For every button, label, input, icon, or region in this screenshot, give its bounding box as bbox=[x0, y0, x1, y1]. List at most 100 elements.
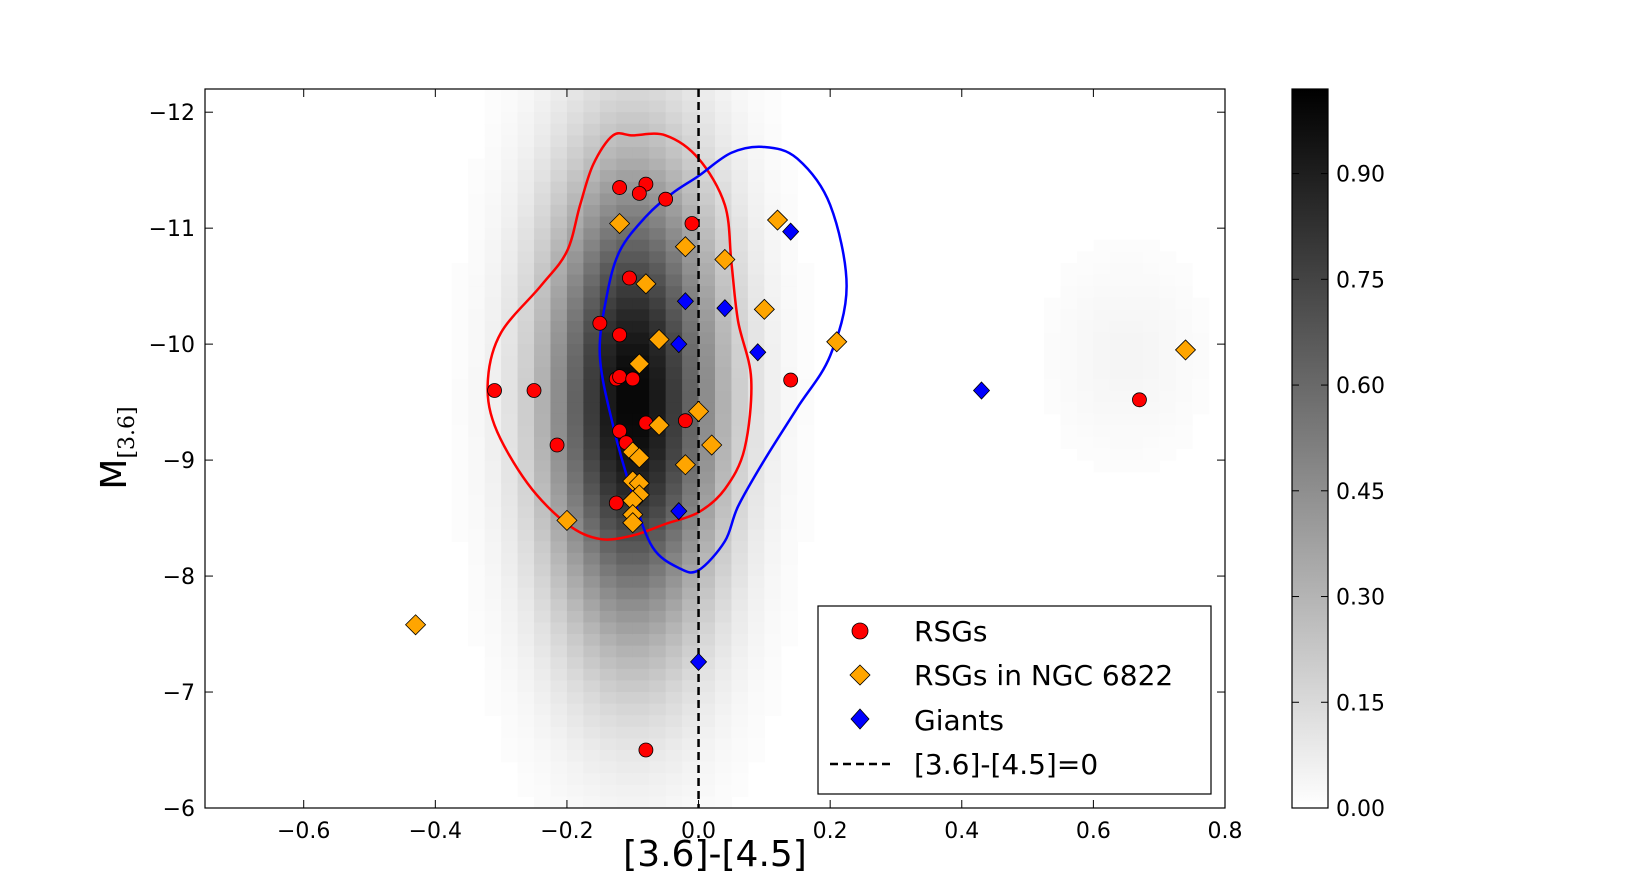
density-cell bbox=[731, 692, 749, 705]
density-cell bbox=[534, 529, 552, 542]
density-cell bbox=[665, 135, 683, 148]
density-cell bbox=[616, 135, 634, 148]
density-cell bbox=[550, 761, 568, 774]
density-cell bbox=[616, 610, 634, 624]
density-cell bbox=[616, 587, 634, 600]
density-cell bbox=[632, 146, 650, 160]
density-cell bbox=[616, 715, 634, 728]
density-cell bbox=[780, 286, 798, 299]
density-cell bbox=[484, 680, 502, 693]
density-cell bbox=[501, 599, 519, 612]
density-cell bbox=[780, 297, 798, 310]
density-cell bbox=[550, 657, 568, 670]
density-cell bbox=[698, 193, 716, 206]
density-cell bbox=[780, 460, 798, 473]
rsg-ngc6822-point bbox=[674, 454, 696, 476]
legend: RSGs RSGs in NGC 6822 Giants [3.6]-[4.5]… bbox=[817, 605, 1212, 795]
density-heatmap bbox=[451, 89, 1210, 820]
density-cell bbox=[797, 529, 815, 542]
density-cell bbox=[731, 518, 749, 531]
density-cell bbox=[665, 761, 683, 774]
density-cell bbox=[632, 726, 650, 740]
density-cell bbox=[632, 668, 650, 682]
density-cell bbox=[1142, 262, 1160, 276]
density-cell bbox=[632, 402, 650, 415]
density-cell bbox=[1076, 286, 1094, 299]
density-cell bbox=[731, 564, 749, 577]
density-cell bbox=[649, 808, 666, 820]
density-cell bbox=[682, 332, 700, 345]
density-cell bbox=[550, 367, 568, 380]
density-cell bbox=[550, 181, 568, 194]
density-cell bbox=[468, 576, 486, 589]
density-cell bbox=[731, 262, 749, 276]
density-cell bbox=[1159, 320, 1177, 334]
density-cell bbox=[715, 518, 733, 531]
density-cell bbox=[566, 483, 584, 496]
density-cell bbox=[731, 715, 749, 728]
density-cell bbox=[566, 402, 584, 415]
density-cell bbox=[747, 564, 765, 577]
density-cell bbox=[698, 112, 716, 125]
rsg-point bbox=[631, 185, 647, 201]
density-cell bbox=[715, 680, 733, 693]
density-cell bbox=[566, 112, 584, 125]
density-cell bbox=[534, 436, 552, 450]
density-cell bbox=[599, 750, 617, 763]
density-cell bbox=[764, 634, 782, 647]
density-cell bbox=[1076, 436, 1094, 450]
density-cell bbox=[566, 599, 584, 612]
density-cell bbox=[1109, 297, 1127, 310]
density-cell bbox=[764, 251, 782, 264]
density-cell bbox=[599, 657, 617, 670]
density-cell bbox=[764, 123, 782, 136]
density-cell bbox=[698, 796, 716, 808]
density-cell bbox=[1175, 286, 1193, 299]
density-cell bbox=[1109, 251, 1127, 264]
density-cell bbox=[665, 471, 683, 484]
density-cell bbox=[517, 413, 535, 426]
density-cell bbox=[599, 344, 617, 357]
density-cell bbox=[649, 657, 667, 670]
density-cell bbox=[764, 610, 782, 624]
density-cell bbox=[484, 587, 502, 600]
density-cell bbox=[682, 645, 700, 658]
density-cell bbox=[468, 170, 486, 183]
density-cell bbox=[501, 332, 519, 345]
density-cell bbox=[682, 158, 700, 171]
density-cell bbox=[534, 216, 552, 229]
density-cell bbox=[583, 448, 601, 461]
density-cell bbox=[665, 402, 683, 415]
rsg-point bbox=[625, 371, 641, 387]
density-cell bbox=[566, 262, 584, 276]
density-cell bbox=[632, 657, 650, 670]
density-cell bbox=[682, 703, 700, 716]
giant-point bbox=[716, 299, 734, 318]
density-cell bbox=[501, 622, 519, 635]
density-cell bbox=[599, 413, 617, 426]
density-cell bbox=[517, 135, 535, 148]
density-cell bbox=[550, 100, 568, 113]
density-cell bbox=[583, 761, 601, 774]
density-cell bbox=[780, 494, 798, 508]
density-cell bbox=[583, 135, 601, 148]
density-cell bbox=[517, 668, 535, 682]
density-cell bbox=[747, 750, 765, 763]
density-cell bbox=[1126, 378, 1144, 392]
density-cell bbox=[764, 332, 782, 345]
density-cell bbox=[1093, 390, 1111, 403]
density-cell bbox=[534, 796, 552, 808]
density-cell bbox=[484, 158, 502, 171]
density-cell bbox=[649, 378, 667, 392]
density-cell bbox=[632, 135, 650, 148]
density-cell bbox=[1093, 309, 1111, 322]
density-cell bbox=[616, 251, 634, 264]
density-cell bbox=[764, 692, 782, 705]
density-cell bbox=[599, 668, 617, 682]
density-cell bbox=[731, 123, 749, 136]
density-cell bbox=[599, 622, 617, 635]
density-cell bbox=[583, 564, 601, 577]
density-cell bbox=[731, 750, 749, 763]
density-cell bbox=[534, 576, 552, 589]
density-cell bbox=[468, 436, 486, 450]
